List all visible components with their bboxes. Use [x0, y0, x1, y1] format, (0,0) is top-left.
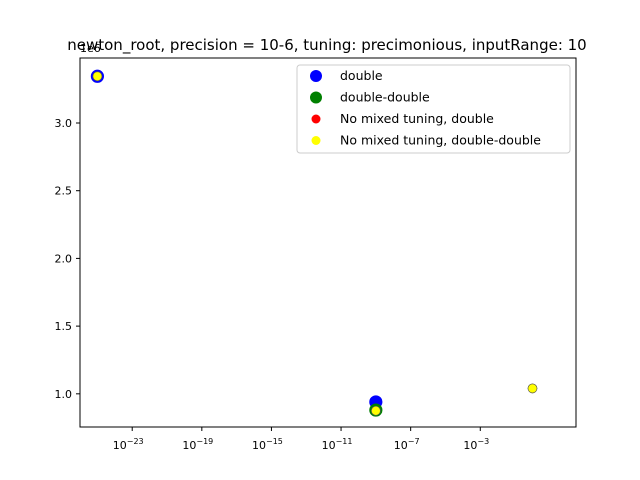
x-tick-label: 10−7: [394, 437, 420, 452]
x-tick-label: 10−11: [322, 437, 353, 452]
data-point: [527, 383, 538, 394]
y-tick-label: 1.0: [55, 388, 73, 401]
legend-box: [296, 64, 571, 154]
x-tick-label: 10−19: [182, 437, 213, 452]
legend-marker: [310, 91, 322, 104]
data-point: [371, 405, 381, 416]
y-tick-label: 2.0: [55, 252, 73, 265]
x-tick-label: 10−23: [113, 437, 144, 452]
legend-label: double-double: [340, 90, 430, 105]
y-tick-label: 2.5: [55, 185, 73, 198]
chart-title: newton_root, precision = 10-6, tuning: p…: [67, 36, 586, 55]
data-point: [92, 71, 103, 82]
legend-label: No mixed tuning, double-double: [340, 133, 541, 148]
x-tick-label: 10−3: [463, 437, 489, 452]
y-axis: 1.0 1.5 2.0 2.5 3.0: [55, 117, 80, 401]
y-tick-label: 1.5: [55, 320, 73, 333]
legend-marker: [311, 136, 321, 145]
legend-marker: [310, 70, 322, 82]
legend-label: No mixed tuning, double: [340, 111, 494, 126]
legend: double double-double No mixed tuning, doub…: [296, 64, 571, 154]
plot-frame: [79, 57, 577, 428]
y-axis-offset-label: 1e6: [80, 42, 101, 55]
x-axis: 10−23 10−19 10−15 10−11 10−7 10−3: [113, 427, 489, 452]
legend-marker: [311, 114, 321, 124]
plot-marks: [90, 69, 538, 417]
y-tick-label: 3.0: [55, 117, 73, 130]
x-tick-label: 10−15: [252, 437, 283, 452]
legend-label: double: [340, 68, 383, 83]
